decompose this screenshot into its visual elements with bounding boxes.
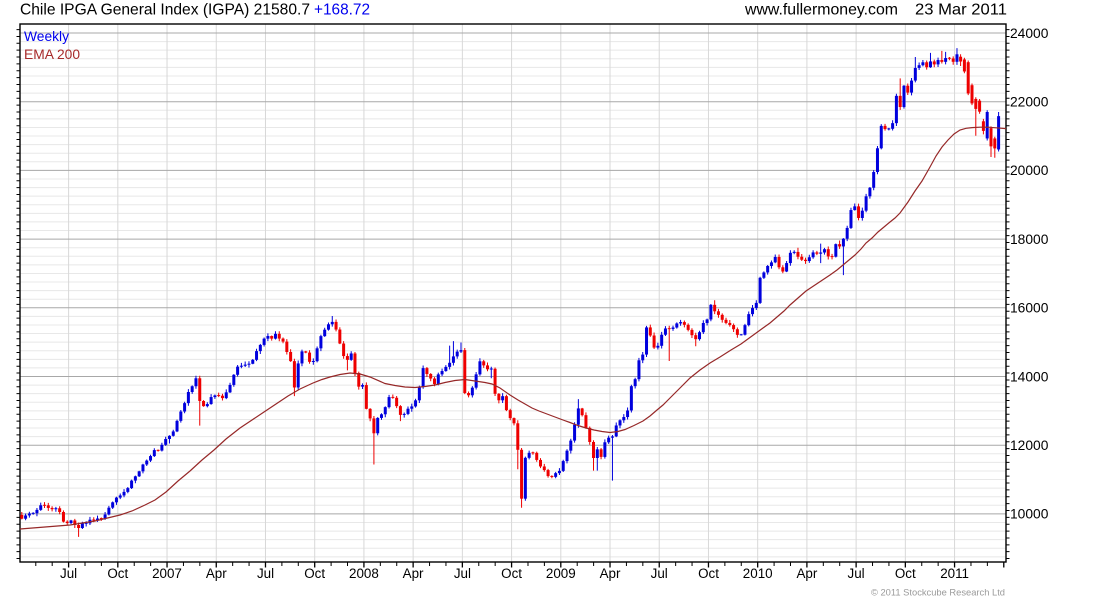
- svg-text:Apr: Apr: [206, 566, 227, 581]
- svg-text:20000: 20000: [1010, 163, 1049, 178]
- svg-text:Oct: Oct: [501, 566, 522, 581]
- svg-text:EMA 200: EMA 200: [24, 47, 80, 62]
- svg-text:10000: 10000: [1010, 507, 1049, 522]
- svg-text:Apr: Apr: [403, 566, 424, 581]
- svg-text:Jul: Jul: [60, 566, 77, 581]
- svg-text:Oct: Oct: [698, 566, 719, 581]
- svg-text:2007: 2007: [152, 566, 182, 581]
- svg-text:16000: 16000: [1010, 301, 1049, 316]
- svg-text:Apr: Apr: [600, 566, 621, 581]
- svg-text:Oct: Oct: [895, 566, 916, 581]
- svg-text:23 Mar 2011: 23 Mar 2011: [915, 2, 1007, 19]
- svg-text:Jul: Jul: [257, 566, 274, 581]
- svg-text:Jul: Jul: [848, 566, 865, 581]
- svg-text:Jul: Jul: [454, 566, 471, 581]
- svg-text:2010: 2010: [743, 566, 773, 581]
- svg-text:Jul: Jul: [651, 566, 668, 581]
- svg-text:Chile IPGA General Index (IGPA: Chile IPGA General Index (IGPA) 21580.7: [20, 2, 310, 19]
- svg-text:Weekly: Weekly: [24, 29, 69, 44]
- svg-text:24000: 24000: [1010, 26, 1049, 41]
- svg-text:Oct: Oct: [304, 566, 325, 581]
- svg-text:14000: 14000: [1010, 369, 1049, 384]
- svg-text:2009: 2009: [546, 566, 576, 581]
- svg-text:+168.72: +168.72: [314, 2, 370, 19]
- svg-text:2008: 2008: [349, 566, 379, 581]
- svg-text:18000: 18000: [1010, 232, 1049, 247]
- svg-text:Apr: Apr: [796, 566, 817, 581]
- svg-text:22000: 22000: [1010, 95, 1049, 110]
- svg-text:12000: 12000: [1010, 438, 1049, 453]
- svg-text:Oct: Oct: [107, 566, 128, 581]
- svg-text:2011: 2011: [940, 566, 969, 581]
- svg-text:www.fullermoney.com: www.fullermoney.com: [744, 2, 898, 19]
- svg-text:© 2011 Stockcube Research Ltd: © 2011 Stockcube Research Ltd: [871, 588, 1005, 598]
